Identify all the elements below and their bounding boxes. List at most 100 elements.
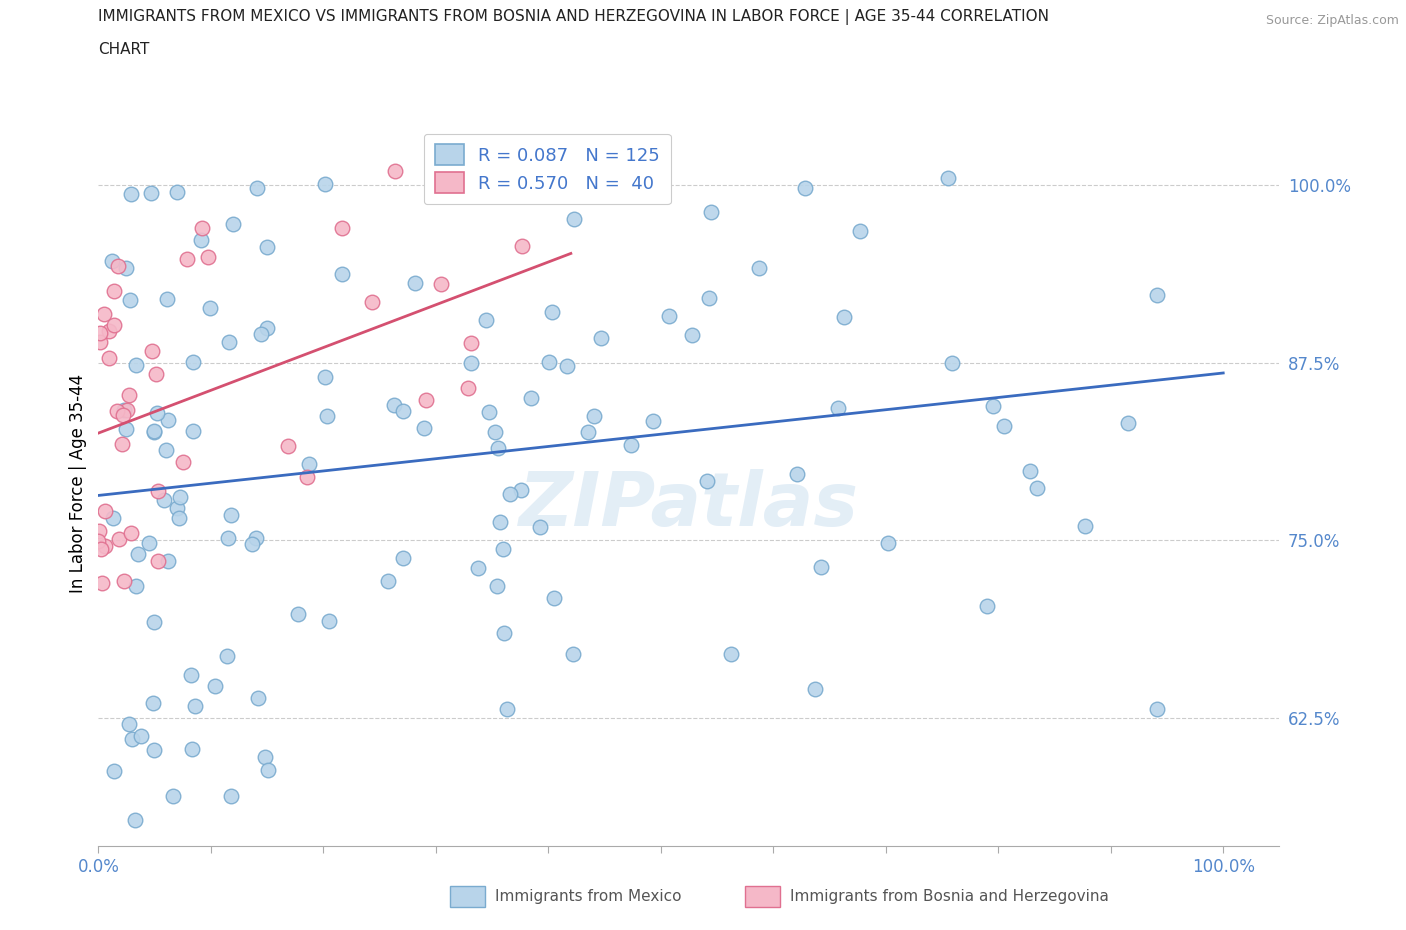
Point [105,403,128,418]
Point [681,327,703,342]
Text: Immigrants from Mexico: Immigrants from Mexico [495,889,682,904]
Point [127,547,149,562]
Point [330,221,353,236]
Point [156,291,179,306]
Point [245,531,267,546]
Point [112,574,135,589]
Point [191,220,214,235]
Point [121,732,143,747]
Point [219,788,242,803]
Point [562,646,585,661]
Point [415,392,437,407]
Point [557,358,579,373]
Legend: R = 0.087   N = 125, R = 0.570   N =  40: R = 0.087 N = 125, R = 0.570 N = 40 [423,134,671,205]
Point [103,317,125,332]
Point [537,354,560,369]
Point [748,260,770,275]
Point [391,404,413,418]
Point [491,542,513,557]
Text: Immigrants from Bosnia and Herzegovina: Immigrants from Bosnia and Herzegovina [790,889,1109,904]
Point [607,172,630,187]
Point [486,578,509,593]
Point [166,500,188,515]
Point [1019,463,1042,478]
Point [146,405,169,420]
Point [204,679,226,694]
Point [200,300,222,315]
Point [118,292,141,307]
Point [849,223,872,238]
Point [314,369,336,384]
Text: CHART: CHART [98,42,150,57]
Point [474,312,496,327]
Point [488,515,510,530]
Point [89,524,111,538]
Point [295,470,318,485]
Point [118,716,141,731]
Point [384,164,406,179]
Point [543,591,565,605]
Point [143,423,166,438]
Point [143,425,166,440]
Point [256,320,278,335]
Point [256,763,278,777]
Point [510,239,533,254]
Point [221,217,243,232]
Point [700,205,723,219]
Point [112,407,135,422]
Point [696,473,718,488]
Point [155,443,177,458]
Point [658,309,681,324]
Point [250,326,273,341]
Point [120,525,142,540]
Point [318,613,340,628]
Point [495,701,517,716]
Point [90,576,112,591]
Point [115,403,138,418]
Point [993,418,1015,433]
Point [87,533,110,548]
Point [786,466,808,481]
Point [217,530,239,545]
Point [145,366,167,381]
Text: ZIPatlas: ZIPatlas [519,469,859,542]
Point [111,436,134,451]
Point [153,493,176,508]
Point [620,437,643,452]
Point [183,698,205,713]
Point [360,295,382,310]
Point [876,536,898,551]
Point [330,267,353,282]
Point [941,355,963,370]
Point [240,537,263,551]
Point [120,187,142,202]
Point [510,483,533,498]
Point [143,615,166,630]
Point [529,519,551,534]
Point [460,336,482,351]
Point [460,356,482,371]
Point [103,764,125,778]
Point [138,536,160,551]
Point [125,357,148,372]
Point [484,425,506,440]
Point [297,457,319,472]
Point [643,414,665,429]
Point [215,649,238,664]
Point [131,728,153,743]
Point [1118,416,1140,431]
Point [115,261,138,276]
Point [377,574,399,589]
Point [180,668,202,683]
Point [157,412,180,427]
Point [112,403,135,418]
Point [197,249,219,264]
Point [467,560,489,575]
Point [162,789,184,804]
Point [412,420,434,435]
Point [124,813,146,828]
Point [125,579,148,594]
Point [181,424,204,439]
Point [166,185,188,200]
Point [103,283,125,298]
